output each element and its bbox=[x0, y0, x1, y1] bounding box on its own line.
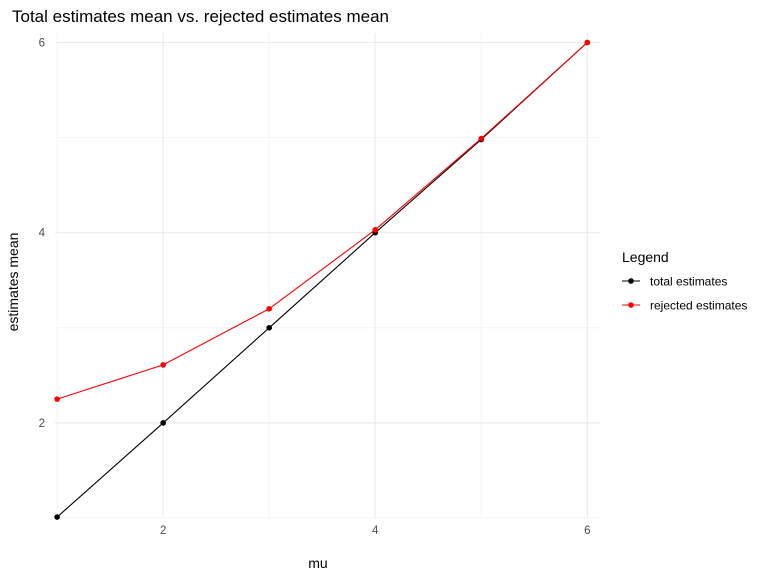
chart-title: Total estimates mean vs. rejected estima… bbox=[12, 7, 389, 26]
data-point-1 bbox=[54, 396, 60, 402]
legend-label-rejected-estimates: rejected estimates bbox=[650, 299, 747, 313]
x-tick-label: 6 bbox=[584, 525, 590, 537]
series-line-0 bbox=[56, 42, 588, 518]
legend-key-point-total bbox=[628, 278, 634, 284]
x-axis-title: mu bbox=[308, 555, 327, 571]
y-tick-label: 2 bbox=[39, 418, 45, 430]
data-point-1 bbox=[266, 305, 272, 312]
y-axis-title: estimates mean bbox=[5, 233, 21, 332]
plot-series bbox=[54, 39, 591, 520]
data-point-1 bbox=[160, 362, 166, 368]
data-point-1 bbox=[584, 39, 591, 46]
x-tick-label: 2 bbox=[160, 525, 166, 537]
y-tick-label: 4 bbox=[39, 228, 46, 240]
legend-item-rejected-estimates: rejected estimates bbox=[622, 299, 747, 313]
data-point-1 bbox=[372, 227, 379, 233]
grid bbox=[55, 33, 600, 519]
data-point-0 bbox=[160, 420, 166, 426]
data-point-0 bbox=[54, 514, 60, 520]
data-point-1 bbox=[478, 135, 485, 142]
series-line-1 bbox=[56, 42, 588, 400]
tick-labels: 2 4 6 2 4 6 bbox=[39, 38, 591, 537]
data-point-0 bbox=[266, 325, 272, 331]
legend-label-total-estimates: total estimates bbox=[650, 275, 727, 289]
legend: Legend total estimates rejected estimate… bbox=[622, 249, 747, 313]
legend-key-point-rejected bbox=[628, 302, 634, 308]
x-tick-label: 4 bbox=[372, 525, 379, 537]
legend-title: Legend bbox=[622, 249, 669, 265]
y-tick-label: 6 bbox=[39, 38, 45, 50]
legend-item-total-estimates: total estimates bbox=[622, 275, 727, 289]
